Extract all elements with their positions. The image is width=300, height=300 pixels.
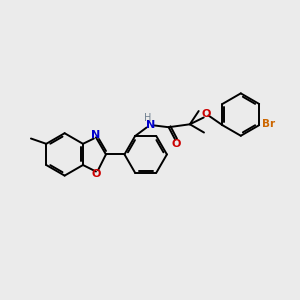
Text: H: H [144,113,152,123]
Text: O: O [171,139,180,149]
Text: O: O [91,169,101,179]
Text: N: N [146,120,155,130]
Text: Br: Br [262,119,275,129]
Text: O: O [201,109,211,119]
Text: N: N [91,130,101,140]
